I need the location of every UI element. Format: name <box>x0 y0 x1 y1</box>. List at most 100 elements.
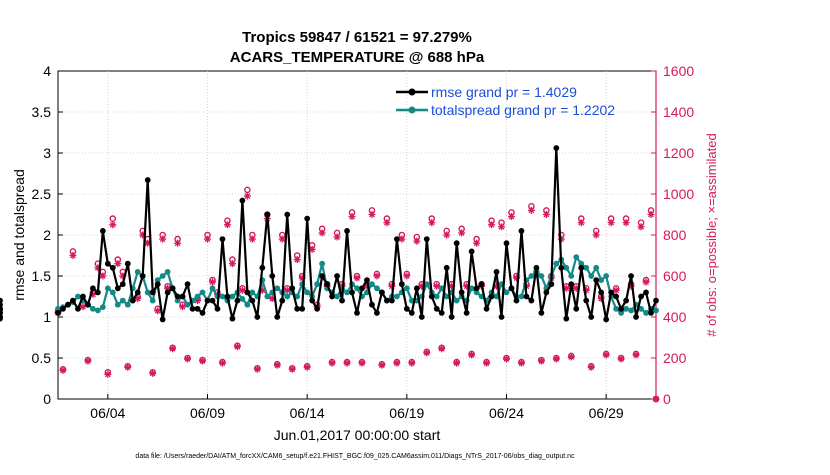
obs-assimilated-stroke <box>159 236 166 243</box>
obs-assimilated-stroke <box>563 285 570 292</box>
obs-assimilated-marker <box>473 239 481 247</box>
rmse-point <box>209 297 216 304</box>
totalspread-point <box>573 254 580 261</box>
x-tick-label: 06/04 <box>90 405 125 421</box>
totalspread-point <box>89 305 96 312</box>
rmse-point <box>164 289 171 296</box>
chart-subtitle: ACARS_TEMPERATURE @ 688 hPa <box>230 49 485 66</box>
obs-possible-marker <box>244 186 251 194</box>
obs-assimilated-stroke <box>144 240 151 247</box>
obs-assimilated-stroke <box>608 219 615 226</box>
footer-text: data file: /Users/raeder/DAI/ATM_forcXX/… <box>135 453 575 460</box>
rmse-point <box>518 228 525 234</box>
obs-assimilated-stroke <box>369 211 375 218</box>
obs-assimilated-stroke <box>304 364 311 371</box>
x-axis: 06/04 06/09 06/14 06/19 06/24 06/29 <box>90 394 624 421</box>
totalspread-point <box>144 289 151 296</box>
obs-assimilated-marker <box>498 223 506 231</box>
legend-rmse-marker <box>408 88 416 96</box>
obs-assimilated-stroke <box>498 223 505 230</box>
rmse-point <box>548 281 555 288</box>
obs-assimilated-marker <box>273 361 281 369</box>
rmse-point <box>483 305 490 312</box>
totalspread-point <box>199 289 206 296</box>
obs-assimilated-stroke <box>403 273 410 279</box>
obs-assimilated-stroke <box>633 352 639 358</box>
obs-assimilated-stroke <box>194 297 201 304</box>
rmse-point <box>284 211 291 218</box>
obs-assimilated-stroke <box>174 240 181 247</box>
left-tick-label: 3 <box>43 145 51 161</box>
obs-assimilated-stroke <box>443 232 450 238</box>
obs-assimilated-marker <box>637 223 645 231</box>
obs-assimilated-stroke <box>164 285 171 292</box>
obs-assimilated-stroke <box>329 360 335 367</box>
rmse-point <box>189 305 196 312</box>
obs-assimilated-marker <box>592 231 600 239</box>
rmse-point <box>204 297 211 304</box>
totalspread-point <box>154 277 161 283</box>
rmse-point <box>498 314 505 320</box>
obs-assimilated-stroke <box>354 275 360 281</box>
obs-assimilated-marker <box>99 272 107 280</box>
obs-assimilated-marker <box>368 211 376 218</box>
x-tick-label: 06/29 <box>589 405 624 421</box>
rmse-point <box>224 293 231 300</box>
left-axis: 0 0.5 1 1.5 2 2.5 3 3.5 4 <box>32 63 63 407</box>
rmse-point <box>458 289 465 296</box>
obs-assimilated-marker <box>617 355 625 363</box>
obs-assimilated-stroke <box>309 246 316 253</box>
obs-assimilated-stroke <box>413 238 420 245</box>
totalspread-point <box>618 310 625 316</box>
totalspread-point <box>403 285 410 292</box>
rmse-point <box>114 285 121 292</box>
obs-assimilated-marker <box>348 213 356 221</box>
obs-assimilated-marker <box>458 229 466 237</box>
rmse-point <box>543 289 550 296</box>
series-lines <box>0 145 659 323</box>
obs-assimilated-stroke <box>578 219 585 226</box>
left-tick-label: 3.5 <box>32 104 52 120</box>
obs-assimilated-stroke <box>593 232 600 238</box>
totalspread-point <box>264 293 271 300</box>
rmse-point <box>85 301 91 308</box>
obs-assimilated-stroke <box>528 207 535 214</box>
rmse-point <box>269 273 276 279</box>
obs-assimilated-stroke <box>99 273 106 279</box>
obs-assimilated-marker <box>84 357 92 365</box>
totalspread-point <box>99 304 106 311</box>
totalspread-point <box>518 293 525 300</box>
obs-assimilated-marker <box>423 349 431 357</box>
rmse-point <box>623 297 629 304</box>
rmse-point <box>70 297 76 304</box>
rmse-point <box>618 305 625 312</box>
totalspread-point <box>209 285 216 292</box>
totalspread-point <box>124 301 131 308</box>
obs-assimilated-marker <box>343 359 351 367</box>
obs-assimilated-stroke <box>279 236 286 243</box>
obs-assimilated-marker <box>218 359 226 367</box>
obs-assimilated-stroke <box>254 366 261 373</box>
rmse-point <box>329 293 335 300</box>
obs-assimilated-marker <box>293 256 301 264</box>
totalspread-point <box>304 289 311 296</box>
obs-assimilated-stroke <box>234 343 241 350</box>
obs-assimilated-stroke <box>334 234 340 240</box>
obs-assimilated-stroke <box>244 193 251 199</box>
rmse-point <box>80 293 86 300</box>
rmse-point <box>264 211 271 218</box>
obs-assimilated-marker <box>233 343 241 351</box>
obs-assimilated-stroke <box>349 213 355 220</box>
obs-assimilated-stroke <box>239 287 246 294</box>
left-tick-label: 4 <box>43 63 51 79</box>
rmse-point <box>0 297 3 304</box>
totalspread-point <box>239 296 246 302</box>
obs-assimilated-stroke <box>134 295 141 302</box>
legend-rmse-label: rmse grand pr = 1.4029 <box>431 84 577 100</box>
rmse-point <box>448 314 455 320</box>
totalspread-point <box>623 305 629 312</box>
x-axis-label: Jun.01,2017 00:00:00 start <box>274 427 441 443</box>
obs-assimilated-stroke <box>453 360 460 367</box>
rmse-point <box>503 240 510 247</box>
rmse-point <box>89 285 96 292</box>
